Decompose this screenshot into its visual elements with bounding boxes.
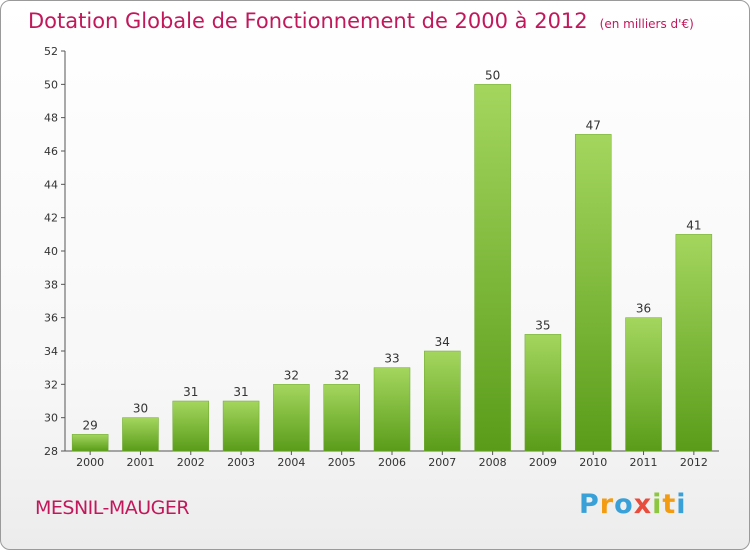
x-tick-label: 2000 xyxy=(76,456,104,469)
y-tick-label: 44 xyxy=(44,178,58,191)
data-label: 34 xyxy=(435,335,450,349)
logo-letter: i xyxy=(676,489,687,520)
data-label: 32 xyxy=(284,368,299,382)
y-tick-label: 32 xyxy=(44,378,58,391)
y-tick-label: 50 xyxy=(44,78,58,91)
y-tick-label: 48 xyxy=(44,112,58,125)
y-tick-label: 42 xyxy=(44,212,58,225)
x-tick-label: 2004 xyxy=(277,456,305,469)
x-tick-label: 2002 xyxy=(177,456,205,469)
bar xyxy=(222,400,260,452)
logo-letter: t xyxy=(662,489,677,520)
logo-letter: x xyxy=(633,489,653,520)
bar xyxy=(574,134,612,452)
x-tick-label: 2010 xyxy=(579,456,607,469)
data-label: 41 xyxy=(686,218,701,232)
x-tick-label: 2012 xyxy=(680,456,708,469)
bar xyxy=(424,350,461,452)
x-tick-label: 2003 xyxy=(227,456,255,469)
bar xyxy=(323,384,360,452)
bar xyxy=(373,367,411,452)
logo-letter: P xyxy=(579,489,600,520)
y-tick-label: 40 xyxy=(44,245,58,258)
bar xyxy=(474,84,511,452)
logo-letter: r xyxy=(599,489,615,520)
logo-letter: i xyxy=(652,489,663,520)
y-tick-label: 36 xyxy=(44,312,58,325)
proxiti-logo: Proxiti xyxy=(579,489,687,520)
bar xyxy=(625,317,662,452)
data-label: 50 xyxy=(485,68,500,82)
bar xyxy=(524,334,562,452)
data-label: 30 xyxy=(133,402,148,416)
y-tick-label: 46 xyxy=(44,145,58,158)
x-tick-label: 2007 xyxy=(428,456,456,469)
commune-name: MESNIL-MAUGER xyxy=(35,497,190,519)
data-label: 31 xyxy=(233,385,248,399)
y-tick-label: 38 xyxy=(44,278,58,291)
data-label: 31 xyxy=(183,385,198,399)
data-label: 36 xyxy=(636,302,651,316)
y-tick-label: 28 xyxy=(44,445,58,458)
x-tick-label: 2011 xyxy=(630,456,658,469)
x-tick-label: 2008 xyxy=(479,456,507,469)
data-label: 35 xyxy=(535,318,550,332)
y-tick-label: 34 xyxy=(44,345,58,358)
x-tick-label: 2001 xyxy=(126,456,154,469)
logo-letter: o xyxy=(614,489,634,520)
chart-title: Dotation Globale de Fonctionnement de 20… xyxy=(28,9,588,33)
chart-unit-label: (en milliers d'€) xyxy=(599,17,694,31)
x-tick-label: 2009 xyxy=(529,456,557,469)
bar xyxy=(172,400,210,452)
x-tick-label: 2005 xyxy=(328,456,356,469)
y-tick-label: 30 xyxy=(44,412,58,425)
title-area: Dotation Globale de Fonctionnement de 20… xyxy=(28,9,694,33)
bar xyxy=(273,384,310,452)
bar xyxy=(122,417,159,452)
y-tick-label: 52 xyxy=(44,45,58,58)
x-tick-label: 2006 xyxy=(378,456,406,469)
bar xyxy=(71,434,109,452)
data-label: 33 xyxy=(384,352,399,366)
bar xyxy=(675,234,713,452)
data-label: 29 xyxy=(83,418,98,432)
data-label: 47 xyxy=(586,118,601,132)
data-label: 32 xyxy=(334,368,349,382)
